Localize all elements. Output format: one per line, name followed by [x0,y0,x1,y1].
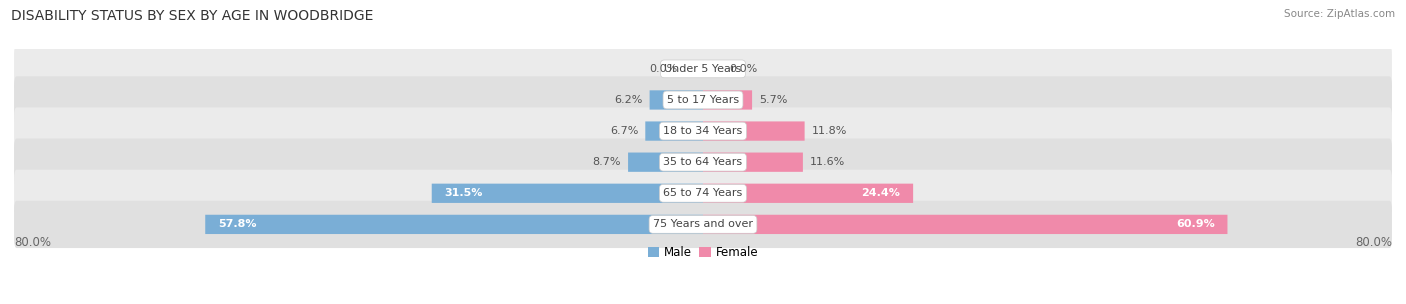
FancyBboxPatch shape [703,90,752,110]
Text: 11.6%: 11.6% [810,157,845,167]
Text: 6.2%: 6.2% [614,95,643,105]
FancyBboxPatch shape [650,90,703,110]
FancyBboxPatch shape [432,184,703,203]
Text: 57.8%: 57.8% [218,219,257,230]
Text: 24.4%: 24.4% [862,188,900,198]
FancyBboxPatch shape [14,201,1392,248]
Text: Under 5 Years: Under 5 Years [665,64,741,74]
Text: 8.7%: 8.7% [593,157,621,167]
Text: 0.0%: 0.0% [728,64,756,74]
Text: 5.7%: 5.7% [759,95,787,105]
Text: 80.0%: 80.0% [1355,236,1392,249]
Text: 6.7%: 6.7% [610,126,638,136]
Text: 35 to 64 Years: 35 to 64 Years [664,157,742,167]
Text: 5 to 17 Years: 5 to 17 Years [666,95,740,105]
FancyBboxPatch shape [14,139,1392,186]
Text: 31.5%: 31.5% [444,188,484,198]
Text: DISABILITY STATUS BY SEX BY AGE IN WOODBRIDGE: DISABILITY STATUS BY SEX BY AGE IN WOODB… [11,9,374,23]
FancyBboxPatch shape [703,153,803,172]
FancyBboxPatch shape [14,107,1392,155]
Text: 18 to 34 Years: 18 to 34 Years [664,126,742,136]
Text: 0.0%: 0.0% [650,64,678,74]
Text: Source: ZipAtlas.com: Source: ZipAtlas.com [1284,9,1395,19]
FancyBboxPatch shape [703,184,912,203]
FancyBboxPatch shape [628,153,703,172]
FancyBboxPatch shape [14,45,1392,92]
FancyBboxPatch shape [14,76,1392,124]
Text: 11.8%: 11.8% [811,126,846,136]
FancyBboxPatch shape [205,215,703,234]
FancyBboxPatch shape [14,170,1392,217]
Text: 60.9%: 60.9% [1175,219,1215,230]
Text: 80.0%: 80.0% [14,236,51,249]
FancyBboxPatch shape [703,215,1227,234]
Text: 75 Years and over: 75 Years and over [652,219,754,230]
FancyBboxPatch shape [703,121,804,141]
Legend: Male, Female: Male, Female [648,247,758,259]
Text: 65 to 74 Years: 65 to 74 Years [664,188,742,198]
FancyBboxPatch shape [645,121,703,141]
